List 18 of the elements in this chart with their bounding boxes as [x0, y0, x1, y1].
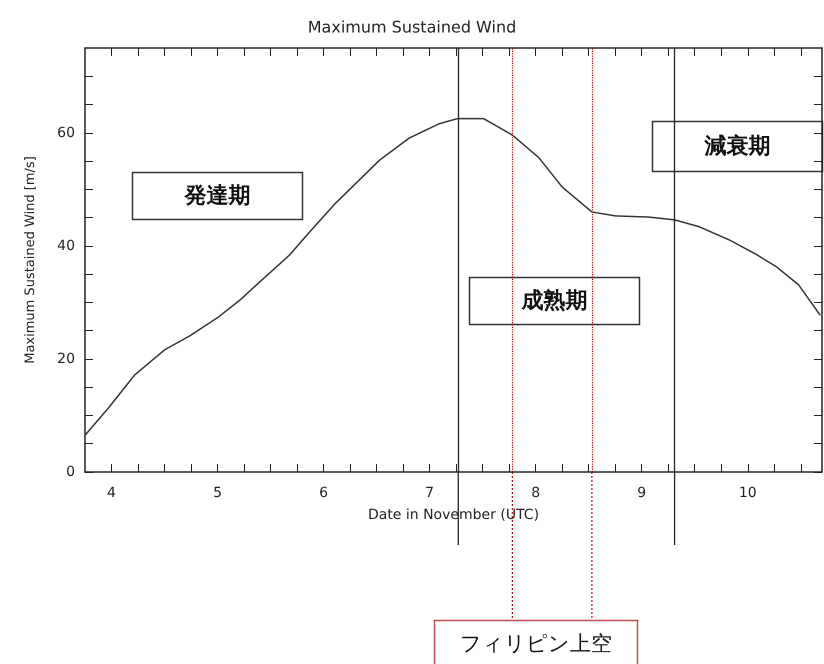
line-series	[84, 118, 821, 436]
annotation: 成熟期	[520, 288, 588, 314]
x-tick-label: 9	[637, 485, 646, 501]
y-tick-label: 60	[57, 124, 75, 141]
y-tick-label: 40	[57, 238, 75, 254]
y-tick-label: 0	[66, 464, 75, 480]
y-tick-label: 20	[57, 350, 75, 367]
chart-title: Maximum Sustained Wind	[308, 18, 516, 36]
x-tick-label: 6	[319, 485, 328, 501]
x-tick-label: 8	[531, 485, 540, 501]
annotation: 減衰期	[704, 133, 770, 159]
x-tick-label: 7	[425, 485, 434, 501]
x-tick-label: 4	[107, 485, 116, 501]
y-axis-title: Maximum Sustained Wind [m/s]	[23, 156, 38, 364]
annotation: 発達期	[184, 184, 250, 208]
x-tick-label: 10	[738, 485, 757, 501]
x-tick-label: 5	[213, 485, 222, 501]
text: フィリピン上空	[460, 632, 612, 656]
